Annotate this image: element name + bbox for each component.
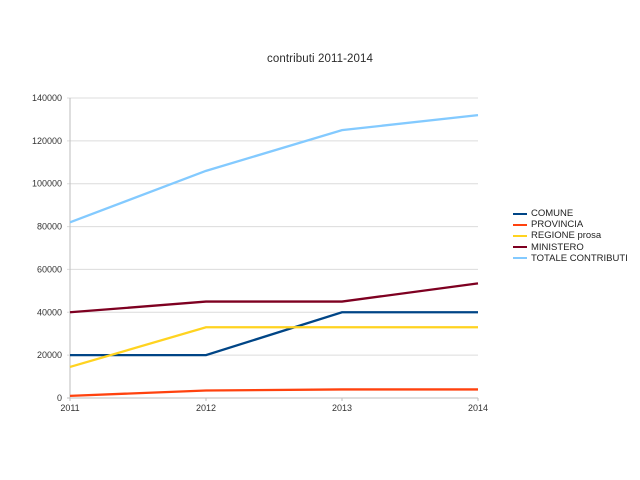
- y-tick-label: 60000: [37, 264, 62, 274]
- legend-swatch: [513, 234, 527, 237]
- x-tick-label: 2011: [60, 403, 79, 413]
- y-tick-label: 20000: [37, 350, 62, 360]
- legend-swatch: [513, 223, 527, 226]
- legend: COMUNE PROVINCIA REGIONE prosa MINISTERO…: [513, 208, 628, 264]
- series-line-ministero: [69, 282, 479, 314]
- series-line-comune: [70, 311, 478, 357]
- legend-label: TOTALE CONTRIBUTI: [531, 252, 628, 264]
- legend-label: COMUNE: [531, 208, 574, 219]
- y-tick-label: 120000: [32, 136, 62, 146]
- legend-swatch: [513, 212, 527, 215]
- series-line-provincia: [69, 388, 478, 398]
- legend-item: PROVINCIA: [513, 219, 628, 230]
- y-tick-label: 100000: [32, 179, 62, 189]
- series-line-regione-prosa: [69, 326, 478, 369]
- legend-label: REGIONE prosa: [531, 230, 602, 242]
- legend-item: MINISTERO: [513, 242, 628, 253]
- y-tick-label: 40000: [37, 307, 62, 317]
- series-line-totale-contributi: [69, 113, 479, 224]
- legend-swatch: [513, 246, 527, 249]
- legend-swatch: [513, 257, 527, 260]
- x-tick-label: 2013: [332, 403, 352, 413]
- legend-item: REGIONE prosa: [513, 230, 628, 241]
- legend-label: PROVINCIA: [531, 219, 584, 231]
- legend-label: MINISTERO: [531, 241, 584, 253]
- x-tick-label: 2014: [468, 403, 488, 413]
- y-tick-label: 0: [57, 393, 62, 403]
- x-tick-label: 2012: [196, 403, 216, 413]
- chart-title: contributi 2011-2014: [267, 53, 373, 65]
- y-tick-label: 80000: [37, 222, 62, 232]
- legend-item: TOTALE CONTRIBUTI: [513, 253, 628, 264]
- legend-item: COMUNE: [513, 208, 628, 219]
- y-tick-label: 140000: [32, 93, 62, 103]
